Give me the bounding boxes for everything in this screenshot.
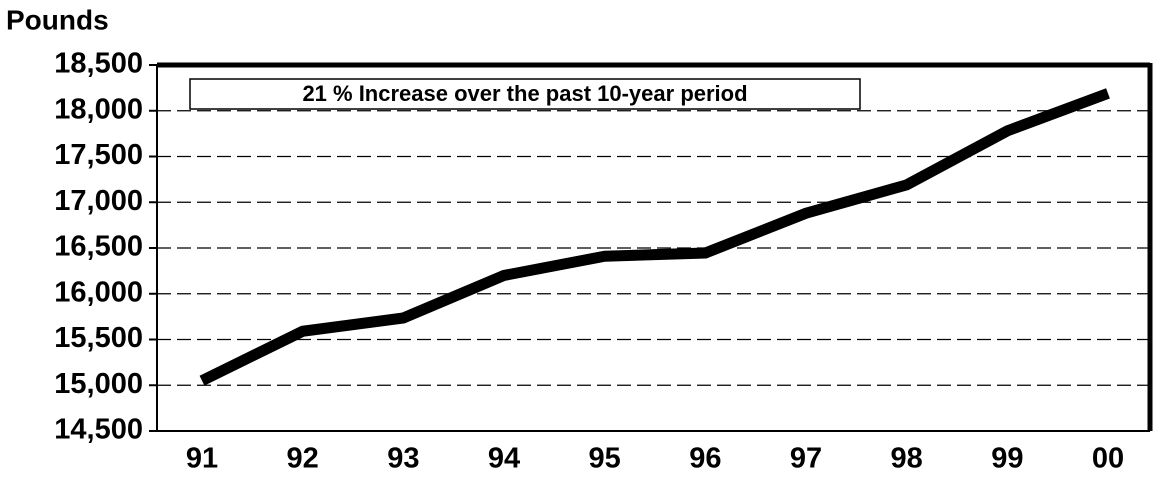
- annotation: 21 % Increase over the past 10-year peri…: [302, 81, 747, 106]
- y-tick-label: 15,000: [54, 368, 143, 400]
- x-tick-label: 91: [186, 443, 218, 475]
- line: [199, 88, 1110, 386]
- y-axis-label: Pounds: [6, 4, 109, 35]
- x-tick-label: 92: [287, 443, 319, 475]
- x-tick-label: 00: [1092, 443, 1124, 475]
- x-tick-label: 96: [689, 443, 721, 475]
- y-tick-label: 16,500: [54, 231, 143, 263]
- y-tick-label: 14,500: [54, 414, 143, 446]
- x-tick-label: 94: [488, 443, 520, 475]
- y-tick-label: 18,500: [54, 48, 143, 80]
- y-tick-label: 17,500: [54, 139, 143, 171]
- annotation-box: [189, 78, 861, 110]
- x-tick-label: 99: [991, 443, 1023, 475]
- y-tick-label: 16,000: [54, 276, 143, 308]
- y-tick-label: 15,500: [54, 322, 143, 354]
- x-tick-label: 97: [790, 443, 822, 475]
- x-tick-label: 98: [891, 443, 923, 475]
- y-tick-label: 17,000: [54, 185, 143, 217]
- x-tick-label: 93: [387, 443, 419, 475]
- x-tick-label: 95: [589, 443, 621, 475]
- y-tick-label: 18,000: [54, 93, 143, 125]
